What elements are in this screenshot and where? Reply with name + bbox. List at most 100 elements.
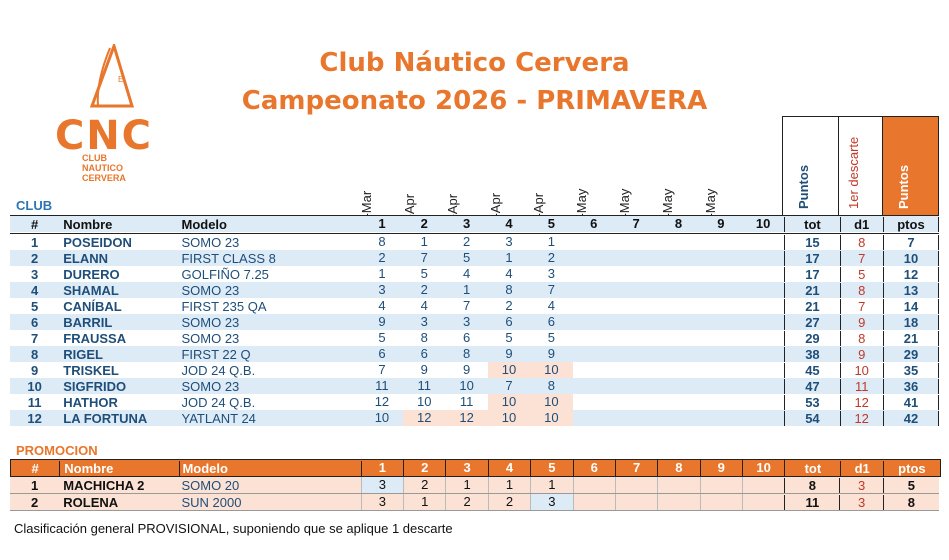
race-result [741, 477, 784, 493]
row-boat-model: FIRST CLASS 8 [181, 250, 276, 266]
race-result [742, 250, 784, 266]
race-result: 10 [530, 410, 573, 426]
race-result [573, 282, 615, 298]
race-result [699, 494, 742, 510]
race-result: 6 [420, 346, 428, 361]
race-result [657, 346, 699, 362]
race-result [573, 234, 615, 250]
race-result [742, 282, 784, 298]
table-row: 10 SIGFRIDO SOMO 23 11 11 10 7 8 47 11 36 [10, 378, 940, 394]
race-result: 10 [530, 394, 573, 410]
race-result [657, 330, 699, 346]
race-result [614, 494, 657, 510]
table-row: 8 RIGEL FIRST 22 Q 6 6 8 9 9 38 9 29 [10, 346, 940, 362]
race-result [700, 378, 742, 394]
row-position: 7 [31, 330, 39, 346]
race-result [700, 314, 742, 330]
race-result [742, 346, 784, 362]
row-position: 11 [27, 394, 42, 410]
race-result: 3 [378, 282, 386, 297]
race-result [573, 394, 615, 410]
race-result: 2 [505, 298, 513, 313]
table-row: 2 ELANN FIRST CLASS 8 2 7 5 1 2 17 7 10 [10, 250, 940, 266]
race-result [573, 378, 615, 394]
table-row: 1 POSEIDON SOMO 23 8 1 2 3 1 15 8 7 [10, 234, 940, 250]
row-boat-model: JOD 24 Q.B. [181, 394, 256, 410]
club-logo: E CNC CLUB NAUTICO CERVERA [52, 41, 162, 186]
race-result [742, 410, 784, 426]
row-boat-model: SOMO 23 [181, 234, 240, 250]
row-boat-name: POSEIDON [63, 234, 132, 250]
row-position: 3 [31, 266, 39, 282]
promo-section-label: PROMOCION [16, 443, 98, 458]
row-position: 2 [31, 250, 39, 266]
row-position: 1 [31, 234, 39, 250]
logo-sail-mark: E [118, 75, 123, 84]
race-result: 1 [403, 494, 445, 510]
race-result [700, 346, 742, 362]
race-result: 10 [374, 410, 390, 425]
promo-table-body: 1 MACHICHA 2 SOMO 20 3 2 1 1 1 8 3 5 2 ROLENA SUN 200… [10, 477, 939, 511]
race-result [700, 250, 742, 266]
table-row: 2 ROLENA SUN 2000 3 1 2 2 3 11 3 8 [10, 494, 939, 511]
row-boat-name: LA FORTUNA [63, 410, 148, 426]
row-boat-model: GOLFIÑO 7.25 [181, 266, 269, 282]
logo-text-1: CLUB [82, 153, 107, 163]
row-position: 10 [27, 378, 42, 394]
race-result [657, 477, 699, 493]
race-result: 9 [463, 362, 471, 377]
race-result [742, 298, 784, 314]
table-row: 12 LA FORTUNA YATLANT 24 10 12 12 10 10 54 12 42 [10, 410, 940, 426]
race-result: 3 [463, 314, 471, 329]
row-total: 21 [784, 282, 841, 298]
race-result [573, 330, 615, 346]
race-result [657, 394, 699, 410]
race-result: 1 [547, 234, 555, 249]
row-boat-name: CANÍBAL [63, 298, 122, 314]
race-result: 10 [487, 394, 531, 410]
race-result: 4 [547, 298, 555, 313]
race-result: 1 [505, 250, 513, 265]
race-result [657, 234, 699, 250]
row-boat-model: SOMO 23 [181, 282, 240, 298]
row-position: 5 [31, 298, 39, 314]
row-points: 42 [882, 410, 940, 426]
race-result: 3 [360, 494, 403, 510]
row-boat-name: DURERO [63, 266, 120, 282]
row-total: 15 [784, 234, 841, 250]
row-points: 41 [882, 394, 940, 410]
row-discard: 8 [858, 330, 866, 346]
race-result: 4 [463, 266, 471, 281]
row-discard: 9 [858, 346, 866, 362]
row-discard: 12 [854, 410, 869, 426]
row-discard: 7 [858, 298, 866, 314]
race-result [615, 250, 657, 266]
race-result: 7 [378, 362, 386, 377]
row-discard: 11 [854, 378, 869, 394]
discard-header: 1er descarte [839, 116, 882, 215]
race-result [615, 314, 657, 330]
club-table-body: 1 POSEIDON SOMO 23 8 1 2 3 1 15 8 7 2 ELANN FIRST CLA… [10, 233, 940, 426]
race-result: 1 [445, 477, 487, 493]
logo-text-3: CERVERA [82, 173, 126, 183]
race-result [615, 298, 657, 314]
race-result [657, 314, 699, 330]
row-total: 8 [784, 477, 841, 493]
race-result: 4 [505, 266, 513, 281]
race-result [657, 282, 699, 298]
row-points: 5 [882, 477, 939, 493]
row-total: 38 [784, 346, 841, 362]
race-result [615, 378, 657, 394]
row-position: 12 [27, 410, 42, 426]
row-boat-name: SHAMAL [63, 282, 119, 298]
race-result [700, 266, 742, 282]
row-boat-model: SOMO 20 [181, 477, 240, 493]
race-result [742, 330, 784, 346]
club-section-label: CLUB [16, 198, 53, 213]
race-result [615, 394, 657, 410]
race-result: 10 [417, 394, 432, 409]
race-result [742, 378, 784, 394]
row-position: 1 [31, 477, 39, 493]
race-result [614, 477, 657, 493]
row-boat-name: TRISKEL [63, 362, 119, 378]
